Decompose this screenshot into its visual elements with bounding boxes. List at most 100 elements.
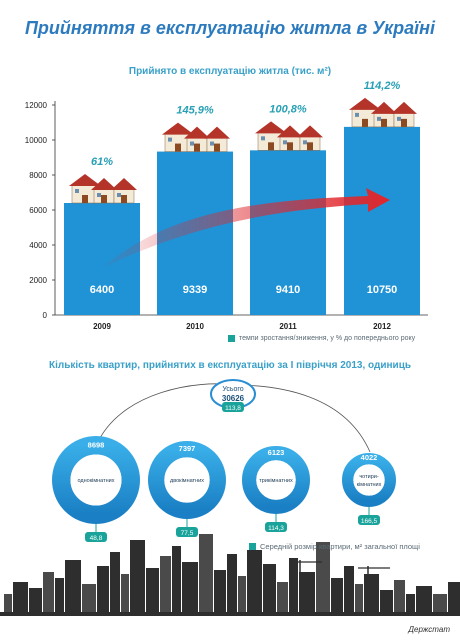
avg-area-label: 77,5 [181, 530, 194, 537]
city-skyline [0, 534, 460, 616]
house-roof [69, 174, 101, 186]
house-roof [111, 178, 137, 190]
house-door [121, 195, 127, 203]
growth-label: 61% [91, 156, 113, 168]
donut-hole [70, 454, 122, 506]
building [406, 594, 415, 612]
y-tick-label: 0 [43, 311, 48, 320]
bar-labels: 6400 61% 2009 9339 145,9% 2010 9410 100,8% 2011 1… [90, 80, 401, 331]
donut-value-label: 4022 [361, 453, 378, 462]
house-door [82, 195, 88, 203]
building [344, 566, 354, 612]
avg-area-label: 48,8 [90, 535, 103, 542]
houses-icon [162, 122, 230, 152]
avg-area-badge [176, 527, 198, 537]
chart-title-apartments: Кількість квартир, прийнятих в експлуата… [49, 360, 411, 371]
building [289, 558, 298, 612]
houses-icon [255, 121, 323, 151]
house-roof [184, 126, 210, 139]
building [172, 546, 181, 612]
avg-area-label: 166,5 [361, 518, 378, 525]
legend-growth-text: темпи зростання/зниження, у % до поперед… [239, 335, 416, 342]
y-tick-label: 10000 [25, 136, 48, 145]
legend-growth: темпи зростання/зниження, у % до поперед… [228, 335, 415, 342]
avg-area-badge [358, 515, 380, 525]
avg-area-badge [265, 522, 287, 532]
building [331, 578, 343, 612]
house-roof [162, 122, 194, 135]
donut-category-label: однокімнатних [77, 478, 114, 484]
chart-title-housing: Прийнято в експлуатацію житла (тис. м²) [128, 66, 332, 77]
building [82, 584, 96, 612]
y-tick-label: 4000 [29, 241, 47, 250]
donut-category-label: двокімнатних [170, 478, 204, 484]
building [182, 562, 198, 612]
building [380, 590, 393, 612]
donut-ring-3 [241, 446, 311, 515]
legend-avg-area-swatch [249, 543, 256, 550]
growth-label: 145,9% [176, 105, 214, 117]
donut-ring-2 [148, 441, 227, 520]
growth-label: 114,2% [364, 80, 401, 92]
house-door [307, 142, 313, 151]
building [13, 582, 28, 612]
donut-value-label: 7397 [179, 444, 196, 453]
building [130, 540, 145, 612]
building [110, 552, 120, 612]
building [146, 568, 159, 612]
bar-2009 [64, 203, 140, 315]
x-tick-label: 2009 [93, 322, 111, 331]
donut-ring-1 [52, 435, 140, 524]
building [29, 588, 42, 612]
building [4, 594, 12, 612]
house-door [362, 118, 368, 127]
house-window [377, 116, 381, 121]
x-tick-label: 2012 [373, 322, 391, 331]
house-door [268, 142, 274, 151]
donut-value-label: 6123 [268, 448, 285, 457]
building [55, 578, 64, 612]
legend-avg-area: Середній розмір квартири, м² загальної п… [249, 542, 420, 551]
bar-value-label: 10750 [367, 284, 398, 296]
page-title: Прийняття в експлуатацію житла в Україні [24, 18, 436, 38]
building [394, 580, 405, 612]
bar-value-label: 9410 [276, 284, 300, 296]
building [227, 554, 237, 612]
house-roof [391, 101, 417, 114]
building [214, 570, 226, 612]
y-tick-label: 8000 [29, 171, 47, 180]
x-tick-label: 2010 [186, 322, 204, 331]
building [416, 586, 432, 612]
building [263, 564, 276, 612]
bar-2012 [344, 126, 420, 315]
donut-category-label: чотири- [359, 474, 379, 480]
building [238, 576, 246, 612]
building [448, 582, 460, 612]
building [65, 560, 81, 612]
x-tick-label: 2011 [279, 322, 297, 331]
houses-icon [69, 174, 137, 204]
legend-avg-area-text: Середній розмір квартири, м² загальної п… [260, 542, 420, 551]
building [199, 534, 213, 612]
house-window [117, 193, 121, 197]
donut-hole [353, 464, 385, 496]
legend-growth-swatch [228, 335, 235, 342]
house-window [168, 137, 172, 142]
building [433, 594, 447, 612]
total-avg-area-badge [222, 402, 244, 412]
building [299, 572, 315, 612]
bar-2011 [250, 150, 326, 315]
donut-category-label: трикімнатних [259, 478, 293, 484]
donut-hole [256, 460, 296, 500]
donut-hole [164, 457, 210, 503]
house-door [401, 118, 407, 127]
y-tick-label: 6000 [29, 206, 47, 215]
growth-label: 100,8% [269, 103, 307, 115]
ground [0, 612, 460, 616]
house-door [287, 142, 293, 151]
total-avg-area: 113,8 [225, 405, 241, 412]
house-window [397, 116, 401, 121]
houses-icon [349, 97, 417, 128]
growth-arrow [102, 188, 390, 268]
